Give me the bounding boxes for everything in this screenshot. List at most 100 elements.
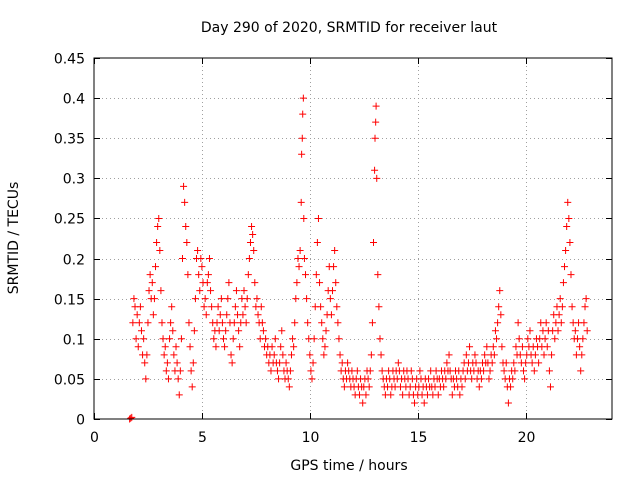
data-point: [210, 335, 218, 343]
data-point: [399, 391, 407, 399]
data-point: [580, 319, 588, 327]
data-point: [267, 367, 275, 375]
data-point: [332, 279, 340, 287]
data-point: [377, 351, 385, 359]
data-point: [186, 343, 194, 351]
data-point: [295, 263, 303, 271]
data-point: [160, 351, 168, 359]
data-point: [273, 367, 281, 375]
data-point: [141, 359, 149, 367]
data-point: [331, 247, 339, 255]
data-point: [566, 239, 574, 247]
data-point: [374, 271, 382, 279]
data-point: [205, 255, 213, 263]
data-points: [126, 94, 591, 423]
data-point: [303, 295, 311, 303]
data-point: [531, 351, 539, 359]
data-point: [407, 367, 415, 375]
data-point: [481, 351, 489, 359]
data-point: [535, 359, 543, 367]
grid-lines: [94, 58, 612, 419]
data-point: [583, 327, 591, 335]
y-tick-label: 0.25: [54, 212, 85, 228]
data-point: [319, 335, 327, 343]
data-point: [164, 375, 172, 383]
data-point: [144, 319, 152, 327]
data-point: [240, 287, 248, 295]
data-point: [299, 110, 307, 118]
data-point: [277, 343, 285, 351]
data-point: [317, 303, 325, 311]
data-point: [579, 335, 587, 343]
data-point: [239, 311, 247, 319]
x-tick-labels: 0 5 10 15 20: [90, 430, 535, 446]
data-point: [530, 367, 538, 375]
data-point: [249, 230, 257, 238]
data-point: [241, 303, 249, 311]
data-point: [225, 279, 233, 287]
data-point: [169, 327, 177, 335]
data-point: [297, 198, 305, 206]
data-point: [561, 263, 569, 271]
data-point: [483, 343, 491, 351]
y-tick-label: 0.05: [54, 373, 85, 389]
data-point: [287, 351, 295, 359]
data-point: [132, 335, 140, 343]
data-point: [516, 351, 524, 359]
data-point: [507, 383, 515, 391]
data-point: [271, 335, 279, 343]
data-point: [176, 367, 184, 375]
data-point: [294, 255, 302, 263]
data-point: [236, 343, 244, 351]
data-point: [373, 174, 381, 182]
data-point: [545, 367, 553, 375]
data-point: [322, 327, 330, 335]
data-point: [168, 303, 176, 311]
data-point: [161, 343, 169, 351]
data-point: [387, 391, 395, 399]
y-tick-label: 0.4: [63, 92, 85, 108]
data-point: [471, 351, 479, 359]
data-point: [201, 295, 209, 303]
data-point: [555, 311, 563, 319]
data-point: [420, 399, 428, 407]
data-point: [254, 311, 262, 319]
x-tick-label: 5: [198, 430, 207, 446]
data-point: [394, 359, 402, 367]
data-point: [445, 351, 453, 359]
data-point: [259, 327, 267, 335]
data-point: [133, 311, 141, 319]
data-point: [182, 222, 190, 230]
data-point: [340, 383, 348, 391]
data-point: [520, 367, 528, 375]
data-point: [290, 343, 298, 351]
data-point: [344, 359, 352, 367]
data-point: [270, 351, 278, 359]
data-point: [291, 319, 299, 327]
data-point: [554, 327, 562, 335]
data-point: [336, 351, 344, 359]
data-point: [576, 343, 584, 351]
data-point: [448, 391, 456, 399]
data-point: [220, 335, 227, 343]
data-point: [207, 287, 215, 295]
data-point: [328, 287, 336, 295]
data-point: [137, 327, 145, 335]
data-point: [564, 198, 572, 206]
data-point: [223, 311, 231, 319]
data-point: [229, 335, 237, 343]
data-point: [558, 303, 566, 311]
data-point: [231, 303, 239, 311]
data-point: [174, 375, 182, 383]
data-point: [565, 214, 573, 222]
data-point: [376, 335, 384, 343]
data-point: [480, 367, 488, 375]
data-point: [279, 351, 287, 359]
data-point: [299, 94, 307, 102]
data-point: [158, 319, 166, 327]
data-point: [195, 271, 203, 279]
data-point: [456, 391, 464, 399]
data-point: [129, 319, 137, 327]
data-point: [559, 279, 567, 287]
